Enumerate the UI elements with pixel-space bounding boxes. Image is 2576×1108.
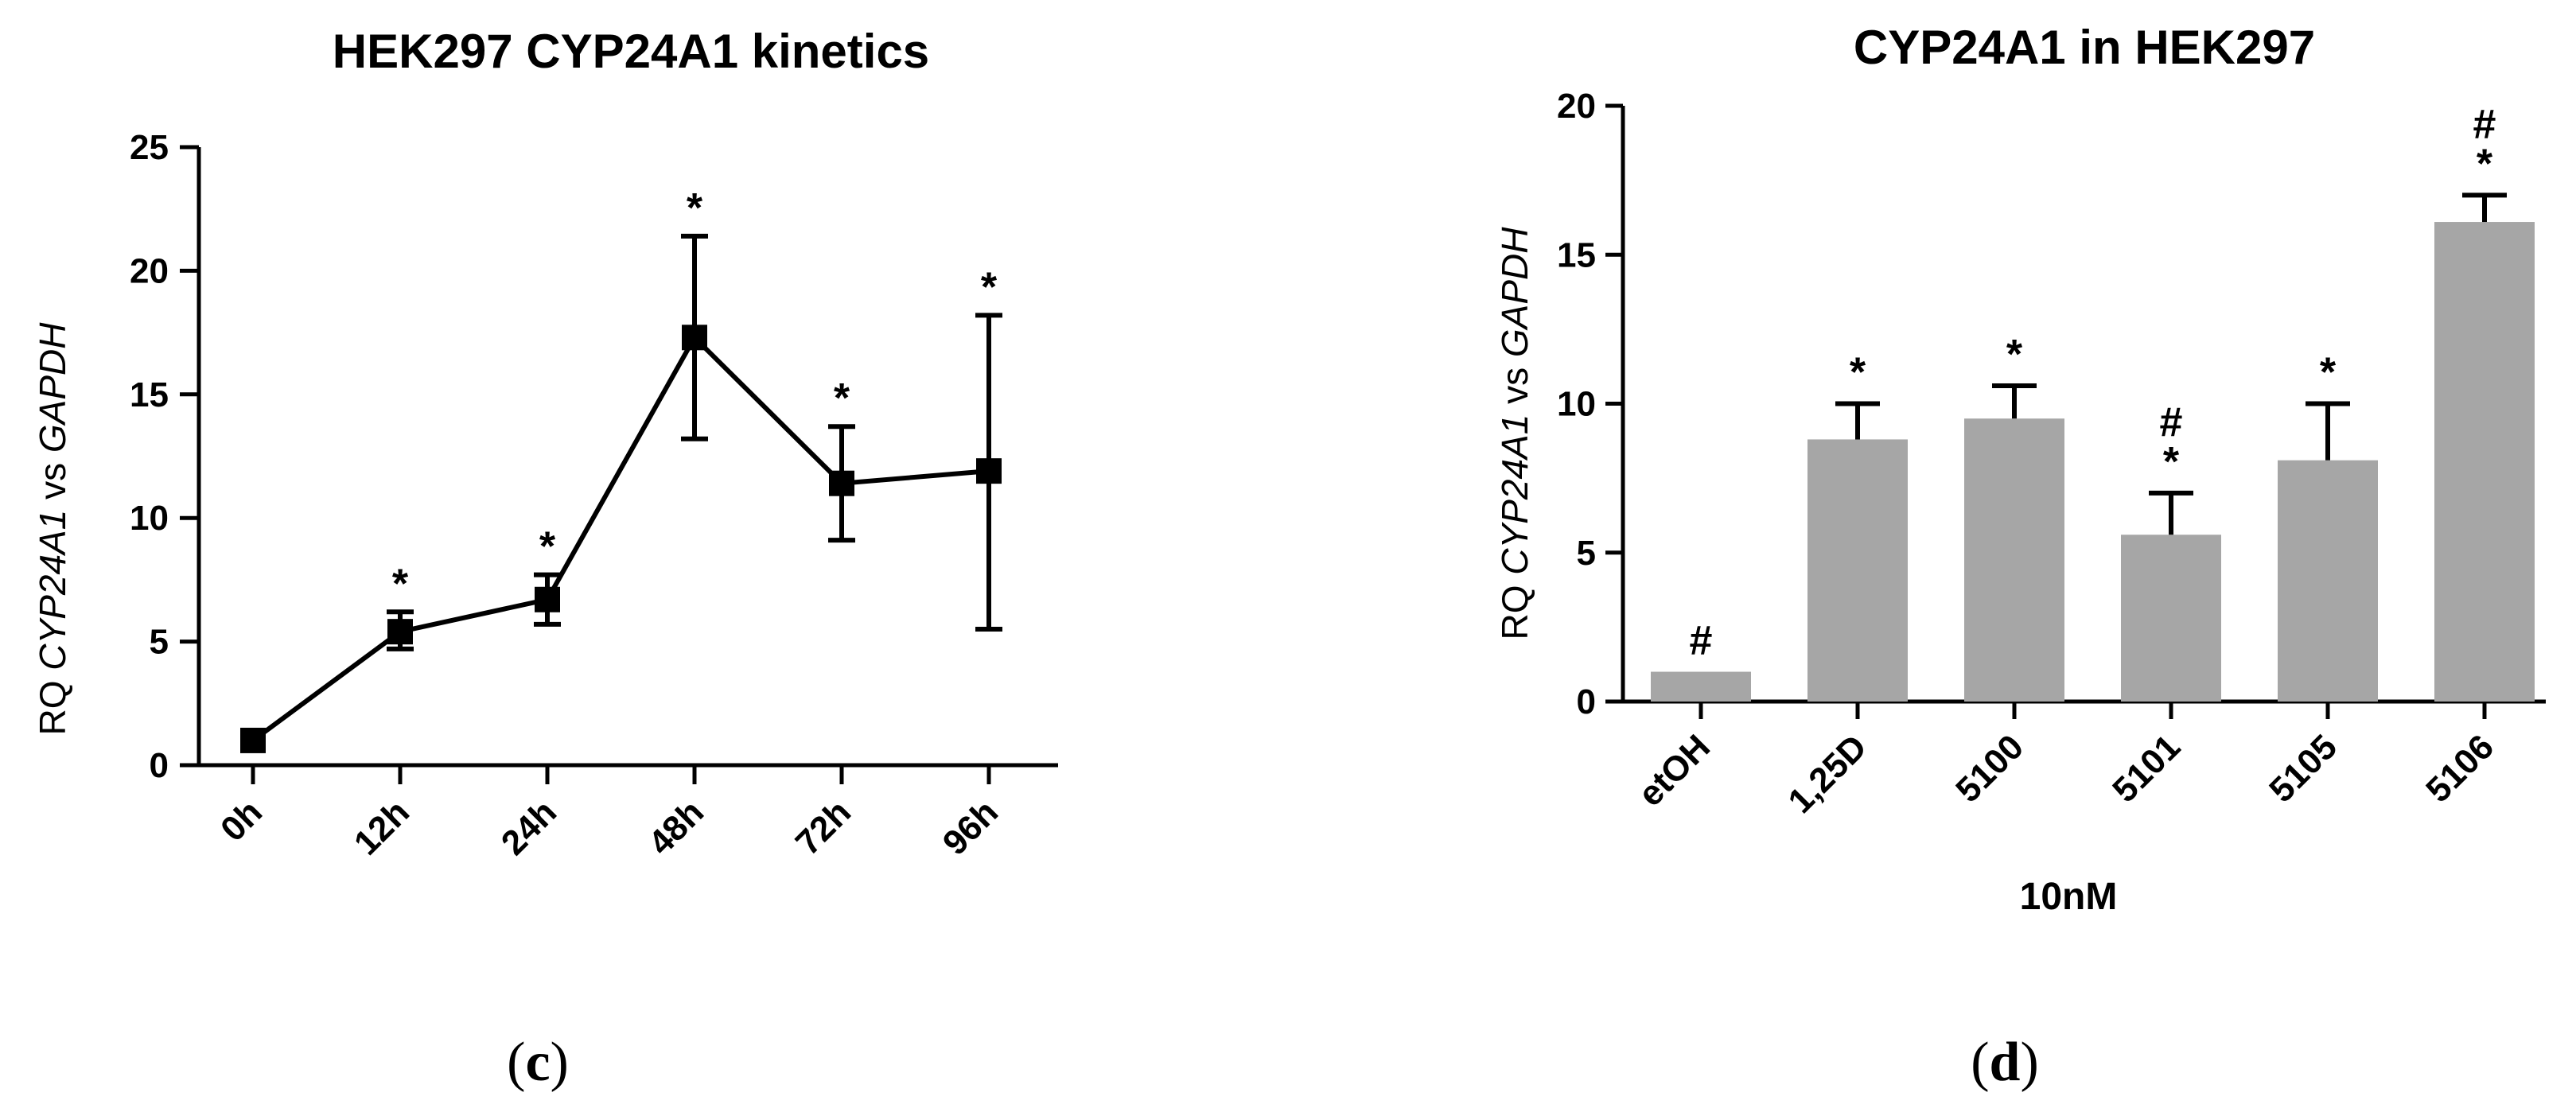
- panel-label-c: (c): [507, 1032, 569, 1093]
- bar: [1807, 439, 1908, 702]
- x-tick-label: 72h: [788, 792, 858, 862]
- y-axis-label-gene: CYP24A1: [32, 510, 73, 671]
- y-tick-label: 0: [150, 746, 169, 785]
- y-axis-label: RQ CYP24A1 vs GAPDH: [32, 322, 73, 736]
- panel-label-d: (d): [1971, 1032, 2039, 1093]
- bar: [1651, 671, 1751, 702]
- x-tick-label: 96h: [936, 792, 1006, 862]
- y-tick-label: 20: [130, 251, 169, 290]
- x-tick-label: 5101: [2105, 727, 2188, 810]
- data-point: [240, 727, 266, 753]
- y-tick-label: 20: [1557, 87, 1596, 126]
- x-tick-label: 24h: [494, 792, 564, 862]
- y-tick-label: 5: [150, 623, 169, 662]
- bar: [2434, 222, 2535, 702]
- y-axis-label-gene: CYP24A1: [1494, 414, 1535, 575]
- y-tick-label: 15: [130, 375, 169, 414]
- x-tick-label: 5100: [1948, 727, 2031, 810]
- chart-title: CYP24A1 in HEK297: [1854, 21, 2315, 74]
- y-tick-label: 10: [130, 499, 169, 538]
- significance-marker: *: [2320, 350, 2337, 396]
- panel-label-d-open: (: [1971, 1032, 1989, 1093]
- panel-label-c-open: (: [507, 1032, 525, 1093]
- significance-marker: #: [1690, 618, 1713, 664]
- y-tick-label: 5: [1577, 534, 1596, 573]
- y-tick-label: 15: [1557, 235, 1596, 274]
- x-tick-label: 0h: [213, 792, 270, 849]
- significance-marker: *: [2163, 439, 2180, 485]
- y-axis-label-prefix: RQ: [32, 671, 73, 736]
- series-line: [251, 333, 990, 743]
- panel-label-c-close: ): [551, 1032, 569, 1093]
- significance-marker: #: [2473, 101, 2496, 147]
- y-tick-label: 10: [1557, 385, 1596, 424]
- significance-marker: *: [539, 524, 556, 570]
- data-point: [535, 586, 560, 612]
- chart-kinetics: HEK297 CYP24A1 kinetics RQ CYP24A1 vs GA…: [32, 25, 1058, 863]
- y-tick-label: 25: [130, 128, 169, 167]
- x-tick-label: 12h: [347, 792, 417, 862]
- x-tick-label: 5105: [2262, 727, 2344, 810]
- data-point: [976, 458, 1002, 484]
- significance-marker: #: [2160, 399, 2183, 445]
- data-point: [829, 470, 854, 496]
- bar: [1964, 418, 2064, 702]
- y-tick-label: 0: [1577, 682, 1596, 721]
- y-axis-label: RQ CYP24A1 vs GAPDH: [1494, 227, 1535, 640]
- chart-bar: CYP24A1 in HEK297 RQ CYP24A1 vs GAPDH 0 5…: [1494, 21, 2546, 918]
- x-tick-label: etOH: [1631, 727, 1718, 814]
- x-tick-label: 48h: [641, 792, 711, 862]
- significance-marker: *: [687, 185, 703, 231]
- x-tick-label: 5106: [2418, 727, 2501, 810]
- x-axis-label: 10nM: [2020, 876, 2118, 918]
- panel-label-c-letter: c: [525, 1032, 550, 1093]
- panel-label-d-close: ): [2020, 1032, 2038, 1093]
- data-point: [682, 325, 707, 351]
- significance-marker: *: [834, 375, 850, 422]
- y-axis-label-prefix: RQ: [1494, 575, 1535, 640]
- y-axis-label-ref: GAPDH: [1494, 227, 1535, 357]
- significance-marker: *: [392, 561, 409, 607]
- y-axis-label-ref: GAPDH: [32, 322, 73, 453]
- panel-label-d-letter: d: [1990, 1032, 2021, 1093]
- y-axis-label-mid: vs: [1494, 357, 1535, 414]
- x-tick-label: 1,25D: [1780, 727, 1874, 821]
- significance-marker: *: [2006, 332, 2023, 378]
- bar: [2278, 460, 2378, 702]
- significance-marker: *: [981, 264, 998, 310]
- data-point: [387, 619, 413, 645]
- chart-title: HEK297 CYP24A1 kinetics: [333, 25, 929, 78]
- y-axis-label-mid: vs: [32, 453, 73, 510]
- significance-marker: *: [2477, 141, 2493, 187]
- significance-marker: *: [1850, 350, 1866, 396]
- bar: [2121, 535, 2221, 702]
